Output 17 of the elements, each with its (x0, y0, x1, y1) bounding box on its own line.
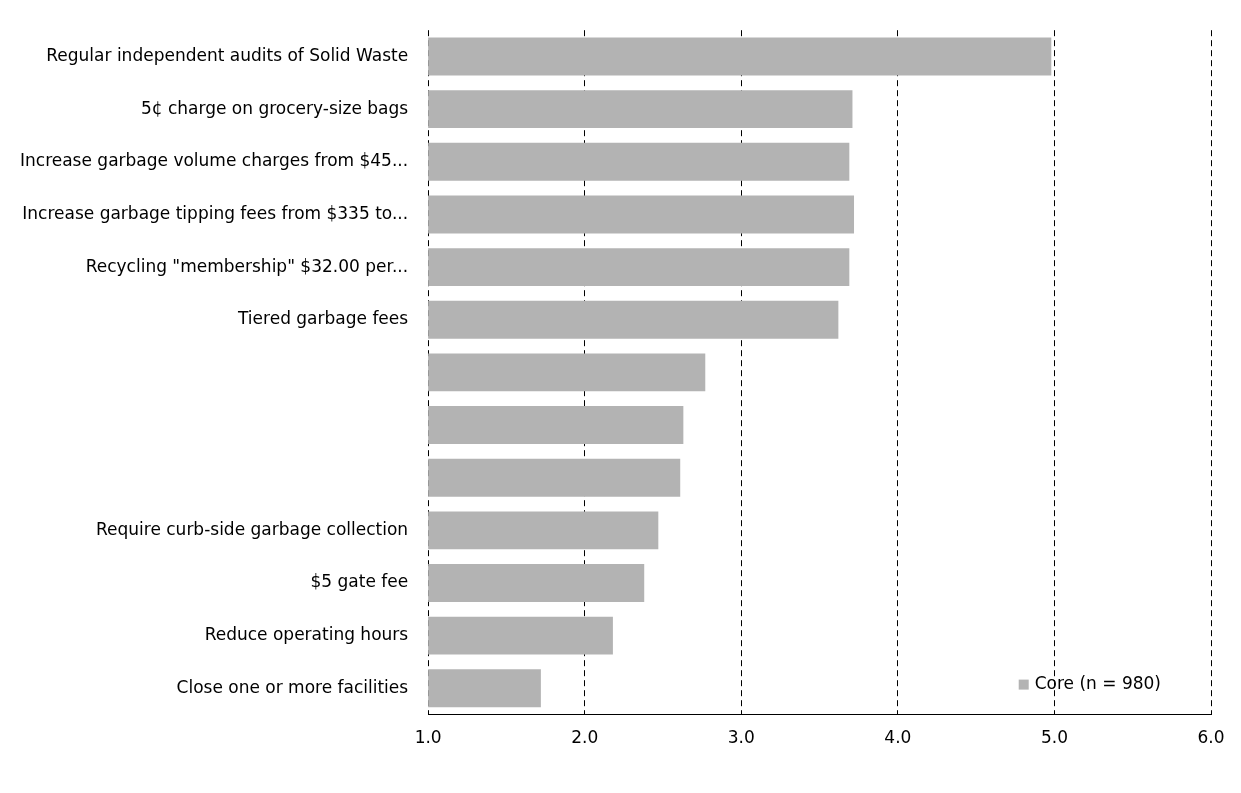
y-tick-label: Close one or more facilities (176, 676, 409, 697)
x-tick-label: 5.0 (1040, 727, 1068, 748)
y-tick-label: Recycling "membership" $32.00 per... (85, 255, 409, 276)
y-tick-label: Regular independent audits of Solid Waste (46, 44, 409, 65)
y-tick-label: $5 gate fee (310, 571, 409, 592)
y-tick-label: Increase garbage tipping fees from $335 to... (22, 202, 409, 223)
y-tick-label: Tiered garbage fees (237, 308, 409, 329)
y-tick-label: 5¢ charge on grocery-size bags (140, 97, 409, 118)
y-tick-label: Increase garbage volume charges from $45... (20, 150, 409, 171)
y-tick-label: Reduce operating hours (204, 624, 409, 645)
legend-label: Core (n = 980) (1034, 673, 1162, 694)
x-tick-label: 3.0 (727, 727, 755, 748)
x-tick-label: 2.0 (571, 727, 599, 748)
x-tick-label: 1.0 (414, 727, 442, 748)
x-tick-label: 6.0 (1197, 727, 1225, 748)
x-tick-label: 4.0 (884, 727, 912, 748)
y-tick-label: Require curb-side garbage collection (95, 518, 409, 539)
